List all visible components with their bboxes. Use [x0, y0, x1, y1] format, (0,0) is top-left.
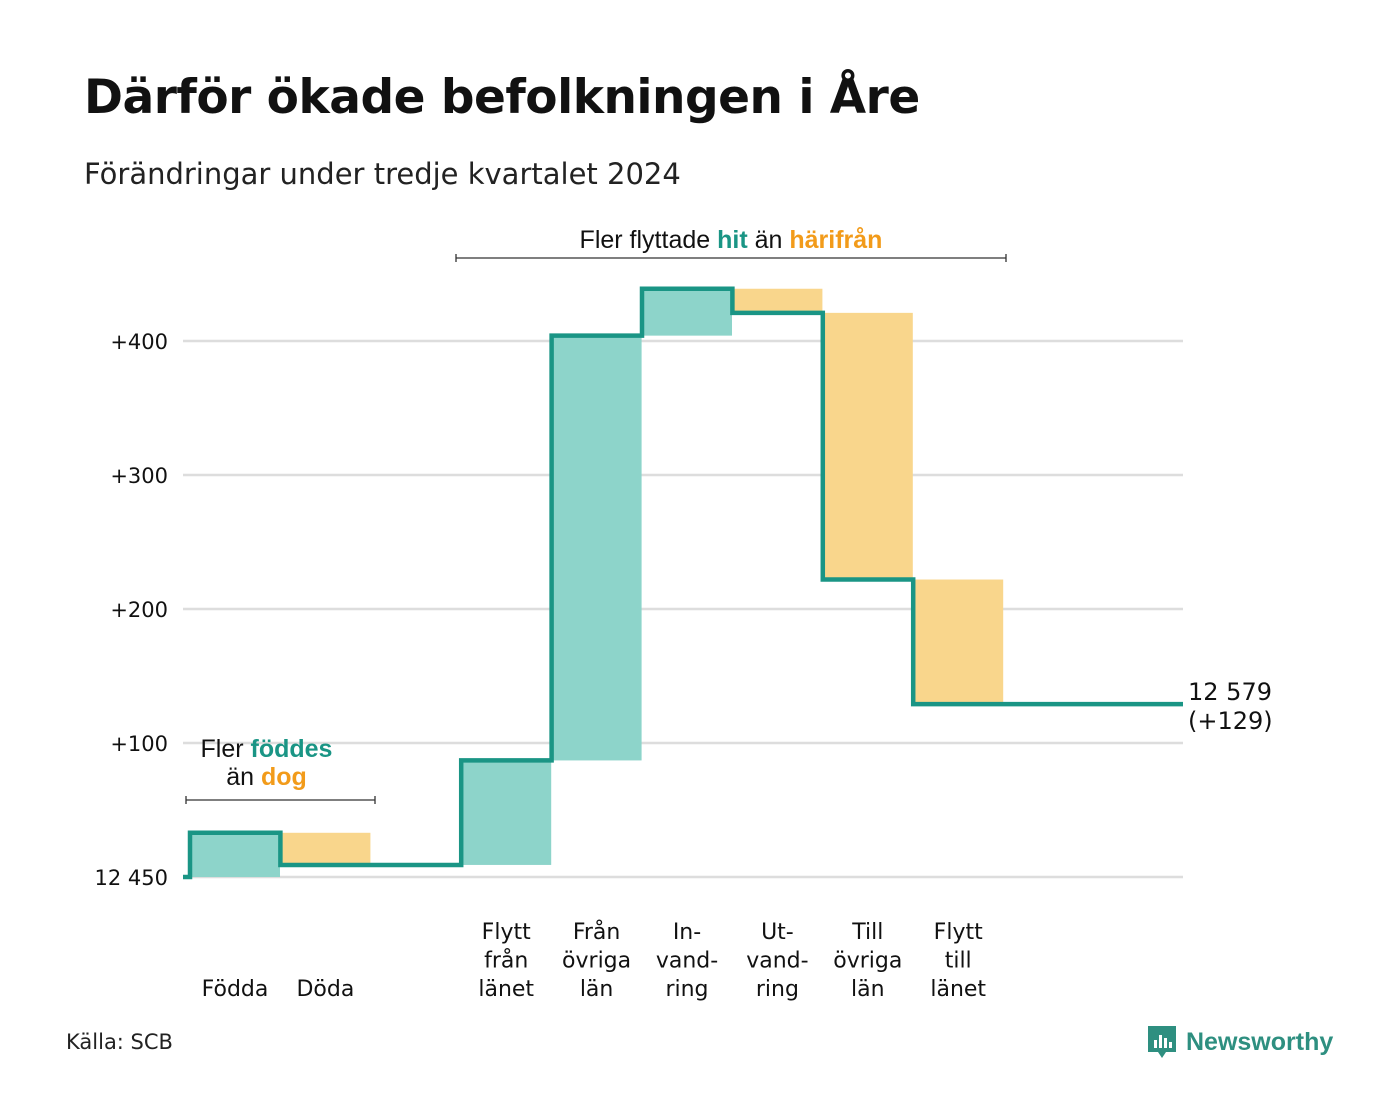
waterfall-bar — [461, 760, 552, 865]
category-label: Döda — [296, 977, 354, 1002]
brand-name: Newsworthy — [1186, 1027, 1334, 1056]
category-label: Födda — [202, 977, 269, 1002]
category-label: vand- — [656, 949, 718, 974]
annotation-text: Fler flyttade hit än härifrån — [580, 226, 883, 254]
category-label: övriga — [833, 949, 902, 974]
category-label: Flytt — [934, 920, 983, 945]
chart-subtitle: Förändringar under tredje kvartalet 2024 — [84, 157, 681, 191]
category-label: till — [945, 949, 972, 974]
chart-title: Därför ökade befolkningen i Åre — [84, 70, 920, 125]
category-label: län — [580, 977, 614, 1002]
waterfall-bar — [190, 832, 280, 877]
brand-logo: Newsworthy — [1146, 1024, 1333, 1060]
final-value-label: 12 579 — [1188, 678, 1272, 706]
y-tick-label: +400 — [110, 330, 168, 354]
category-label: Ut- — [761, 920, 794, 945]
category-label: län — [851, 977, 885, 1002]
y-base-label: 12 450 — [95, 866, 168, 890]
category-label: ring — [665, 977, 708, 1002]
category-label: övriga — [562, 949, 631, 974]
newsworthy-logo-icon — [1148, 1026, 1176, 1058]
category-label: från — [484, 948, 528, 974]
source-note: Källa: SCB — [66, 1030, 173, 1054]
annotation-text: Fler föddes — [201, 735, 333, 763]
annotation-text: än dog — [226, 763, 307, 791]
waterfall-bar — [822, 312, 913, 580]
waterfall-bar — [913, 579, 1004, 705]
y-tick-label: +100 — [110, 732, 168, 756]
waterfall-bar — [280, 832, 371, 865]
category-label: In- — [673, 920, 701, 945]
final-change-label: (+129) — [1188, 707, 1273, 735]
category-label: Från — [573, 919, 621, 945]
category-label: Till — [851, 920, 883, 945]
step-line — [183, 286, 1183, 880]
waterfall-bar — [642, 288, 732, 336]
waterfall-bar — [551, 335, 642, 761]
y-tick-label: +200 — [110, 598, 168, 622]
category-label: ring — [756, 977, 799, 1002]
y-tick-label: +300 — [110, 464, 168, 488]
category-label: länet — [930, 977, 986, 1002]
category-label: länet — [478, 977, 534, 1002]
waterfall-bar — [732, 288, 823, 313]
category-label: vand- — [746, 949, 808, 974]
category-label: Flytt — [482, 920, 531, 945]
